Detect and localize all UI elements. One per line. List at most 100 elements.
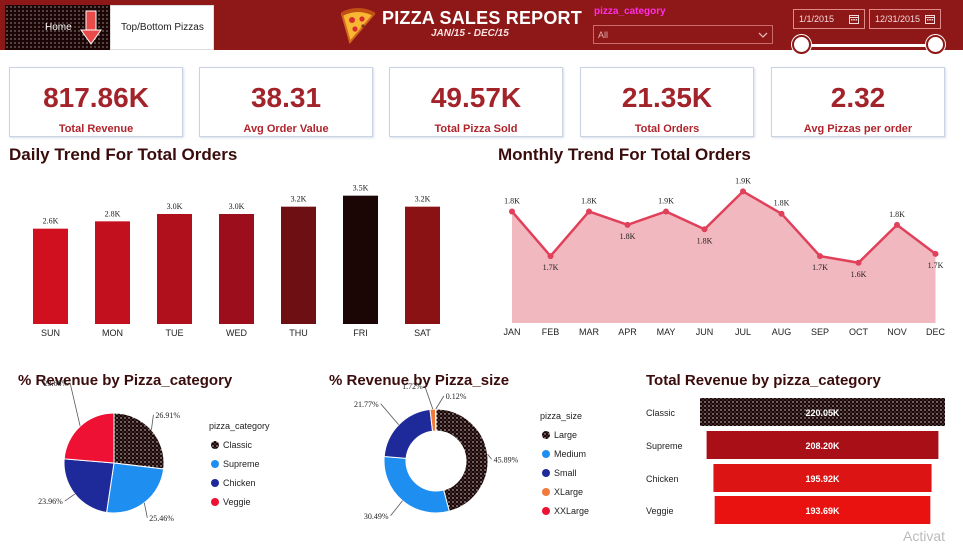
monthly-x-tick: APR bbox=[618, 327, 637, 337]
legend-marker bbox=[211, 460, 219, 468]
calendar-icon[interactable] bbox=[849, 14, 859, 24]
legend-item: Classic bbox=[223, 440, 253, 450]
revenue-category-label: Veggie bbox=[646, 506, 674, 516]
kpi-card-total-orders: 21.35K Total Orders bbox=[580, 67, 754, 137]
monthly-point bbox=[702, 226, 708, 232]
legend-item: Veggie bbox=[223, 497, 251, 507]
daily-x-tick: FRI bbox=[353, 328, 368, 338]
pie-value-label: 23.96% bbox=[38, 497, 63, 506]
legend-item: Large bbox=[554, 430, 577, 440]
revenue-bar-label: 208.20K bbox=[805, 441, 840, 451]
kpi-value: 38.31 bbox=[200, 82, 372, 114]
pie-leader-line bbox=[425, 386, 433, 409]
daily-bar-label: 3.0K bbox=[229, 202, 245, 211]
daily-bar bbox=[343, 196, 378, 324]
end-date-text: 12/31/2015 bbox=[875, 14, 920, 24]
chevron-down-icon bbox=[758, 30, 768, 40]
pie-value-label: 0.12% bbox=[446, 392, 467, 401]
legend-marker bbox=[542, 507, 550, 515]
pie-slice bbox=[64, 459, 114, 513]
kpi-label: Avg Order Value bbox=[200, 123, 372, 135]
kpi-card-total-revenue: 817.86K Total Revenue bbox=[9, 67, 183, 137]
monthly-point-label: 1.7K bbox=[543, 263, 559, 272]
kpi-label: Avg Pizzas per order bbox=[772, 123, 944, 135]
legend-item: Medium bbox=[554, 449, 586, 459]
monthly-point-label: 1.7K bbox=[928, 261, 944, 270]
monthly-x-tick: MAR bbox=[579, 327, 600, 337]
monthly-x-tick: OCT bbox=[849, 327, 869, 337]
pie-slice bbox=[64, 413, 114, 463]
revenue-bar-label: 195.92K bbox=[805, 474, 840, 484]
pizza-slice-icon bbox=[338, 6, 376, 44]
category-filter-value: All bbox=[598, 30, 608, 40]
monthly-point bbox=[933, 251, 939, 257]
home-label: Home bbox=[45, 22, 72, 33]
legend-marker bbox=[542, 469, 550, 477]
monthly-point-label: 1.8K bbox=[889, 210, 905, 219]
daily-trend-title: Daily Trend For Total Orders bbox=[9, 145, 237, 165]
pie-value-label: 21.77% bbox=[354, 400, 379, 409]
daily-bar bbox=[281, 207, 316, 324]
monthly-x-tick: FEB bbox=[542, 327, 560, 337]
monthly-point bbox=[663, 208, 669, 214]
category-revenue-bar-chart: 220.05KClassic208.20KSupreme195.92KChick… bbox=[640, 393, 963, 533]
daily-bar-label: 3.0K bbox=[167, 202, 183, 211]
monthly-point bbox=[779, 211, 785, 217]
daily-bar-label: 3.2K bbox=[415, 195, 431, 204]
daily-bar bbox=[95, 221, 130, 324]
monthly-point bbox=[894, 222, 900, 228]
monthly-point-label: 1.8K bbox=[774, 199, 790, 208]
end-date-input[interactable]: 12/31/2015 bbox=[869, 9, 941, 29]
legend-marker bbox=[542, 450, 550, 458]
top-bottom-pizzas-label: Top/Bottom Pizzas bbox=[121, 22, 204, 33]
kpi-value: 2.32 bbox=[772, 82, 944, 114]
pie-slice bbox=[114, 413, 164, 469]
revenue-bar-label: 220.05K bbox=[805, 408, 840, 418]
monthly-x-tick: NOV bbox=[887, 327, 907, 337]
monthly-x-tick: MAY bbox=[657, 327, 676, 337]
monthly-point bbox=[856, 260, 862, 266]
pie-value-label: 26.91% bbox=[155, 411, 180, 420]
legend-marker bbox=[211, 498, 219, 506]
legend-item: XXLarge bbox=[554, 506, 589, 516]
legend-title: pizza_category bbox=[209, 421, 270, 431]
top-bottom-pizzas-button[interactable]: Top/Bottom Pizzas bbox=[110, 5, 214, 50]
monthly-point-label: 1.8K bbox=[697, 236, 713, 245]
pie-value-label: 23.68% bbox=[43, 379, 68, 388]
activation-watermark: Activat bbox=[903, 528, 945, 544]
pie-leader-line bbox=[151, 415, 153, 430]
revenue-category-label: Supreme bbox=[646, 441, 683, 451]
monthly-point bbox=[740, 188, 746, 194]
legend-marker bbox=[211, 441, 219, 449]
monthly-point bbox=[817, 253, 823, 259]
date-slider-start-handle[interactable] bbox=[792, 35, 811, 54]
date-slider-end-handle[interactable] bbox=[926, 35, 945, 54]
category-filter-dropdown[interactable]: All bbox=[593, 25, 773, 44]
revenue-bar-label: 193.69K bbox=[805, 506, 840, 516]
pie-leader-line bbox=[70, 383, 80, 426]
monthly-trend-title: Monthly Trend For Total Orders bbox=[498, 145, 751, 165]
monthly-point-label: 1.8K bbox=[504, 196, 520, 205]
daily-bar bbox=[157, 214, 192, 324]
daily-x-tick: TUE bbox=[166, 328, 184, 338]
pie-value-label: 30.49% bbox=[364, 512, 389, 521]
legend-title: pizza_size bbox=[540, 411, 582, 421]
monthly-point bbox=[625, 222, 631, 228]
start-date-text: 1/1/2015 bbox=[799, 14, 834, 24]
monthly-point-label: 1.9K bbox=[658, 196, 674, 205]
kpi-value: 817.86K bbox=[10, 82, 182, 114]
kpi-card-total-pizza-sold: 49.57K Total Pizza Sold bbox=[389, 67, 563, 137]
daily-bar bbox=[219, 214, 254, 324]
daily-x-tick: MON bbox=[102, 328, 123, 338]
daily-orders-bar-chart: 2.6KSUN2.8KMON3.0KTUE3.0KWED3.2KTHU3.5KF… bbox=[0, 170, 470, 345]
monthly-x-tick: JUN bbox=[696, 327, 714, 337]
monthly-x-tick: AUG bbox=[772, 327, 792, 337]
legend-item: Chicken bbox=[223, 478, 256, 488]
start-date-input[interactable]: 1/1/2015 bbox=[793, 9, 865, 29]
date-range-slider[interactable] bbox=[800, 44, 936, 47]
arrow-down-icon[interactable] bbox=[80, 10, 102, 46]
calendar-icon[interactable] bbox=[925, 14, 935, 24]
pie-slice bbox=[384, 456, 449, 513]
daily-bar-label: 3.5K bbox=[353, 184, 369, 193]
pie-value-label: 25.46% bbox=[149, 514, 174, 523]
